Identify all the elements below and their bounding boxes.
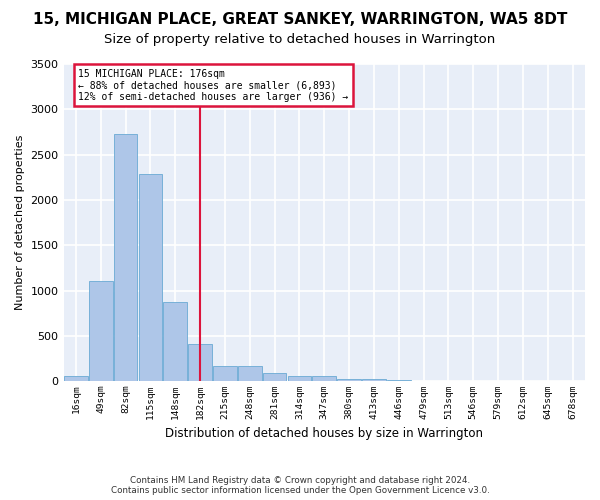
Bar bbox=[238, 366, 262, 382]
Bar bbox=[313, 376, 336, 382]
Bar bbox=[163, 302, 187, 382]
Bar bbox=[89, 280, 113, 382]
Bar bbox=[287, 376, 311, 382]
X-axis label: Distribution of detached houses by size in Warrington: Distribution of detached houses by size … bbox=[165, 427, 483, 440]
Bar bbox=[387, 380, 410, 382]
Bar bbox=[362, 379, 386, 382]
Bar bbox=[139, 174, 162, 382]
Text: Contains HM Land Registry data © Crown copyright and database right 2024.
Contai: Contains HM Land Registry data © Crown c… bbox=[110, 476, 490, 495]
Bar bbox=[114, 134, 137, 382]
Text: Size of property relative to detached houses in Warrington: Size of property relative to detached ho… bbox=[104, 32, 496, 46]
Text: 15 MICHIGAN PLACE: 176sqm
← 88% of detached houses are smaller (6,893)
12% of se: 15 MICHIGAN PLACE: 176sqm ← 88% of detac… bbox=[78, 68, 348, 102]
Bar bbox=[213, 366, 237, 382]
Bar bbox=[263, 373, 286, 382]
Y-axis label: Number of detached properties: Number of detached properties bbox=[15, 135, 25, 310]
Bar bbox=[337, 378, 361, 382]
Bar bbox=[64, 376, 88, 382]
Text: 15, MICHIGAN PLACE, GREAT SANKEY, WARRINGTON, WA5 8DT: 15, MICHIGAN PLACE, GREAT SANKEY, WARRIN… bbox=[33, 12, 567, 28]
Bar bbox=[188, 344, 212, 382]
